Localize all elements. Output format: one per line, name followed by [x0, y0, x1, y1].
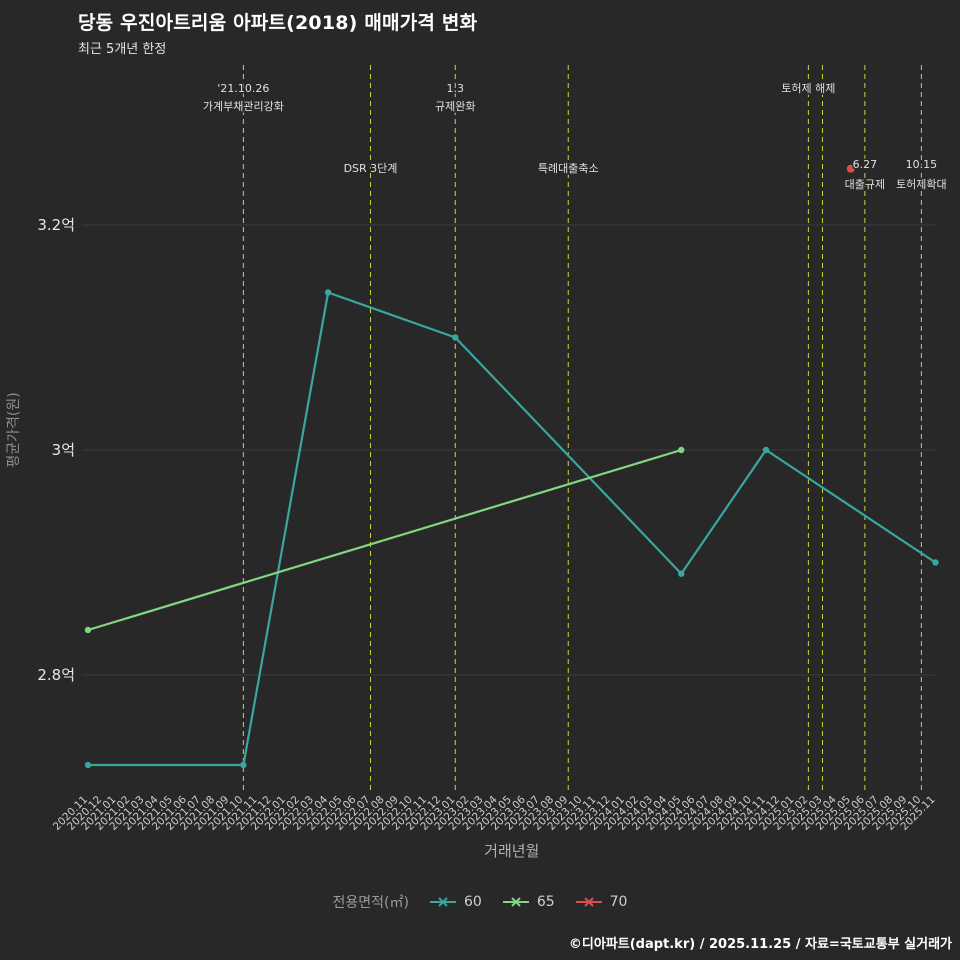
- event-label: 특례대출축소: [538, 162, 599, 175]
- series-65-line: [87, 448, 682, 632]
- event-label: DSR 3단계: [344, 162, 398, 175]
- event-label: 토허제 해제: [781, 81, 835, 95]
- legend-marker-60-icon: [429, 897, 456, 907]
- event-label: 가계부채관리강화: [203, 100, 284, 113]
- legend-marker-70-icon: [575, 897, 602, 907]
- series-65-point[interactable]: [84, 626, 92, 634]
- legend-title: 전용면적(㎡): [332, 895, 409, 911]
- series-60-point[interactable]: [678, 570, 685, 577]
- x-axis-title: 거래년월: [484, 842, 539, 860]
- price-chart-canvas: 3.2억 3억 2.8억 '21.10.26 가계부채관리강화 DSR 3단계 1.3 규제완…: [6, 65, 948, 860]
- series-60-point[interactable]: [324, 289, 332, 296]
- event-label: 대출규제: [845, 178, 885, 191]
- series-70-point[interactable]: [846, 164, 855, 173]
- y-axis-title: 평균가격(원): [6, 392, 22, 467]
- series-65-point[interactable]: [678, 446, 685, 454]
- event-label: '21.10.26: [217, 82, 269, 95]
- source-credit: ©디아파트(dapt.kr) / 2025.11.25 / 자료=국토교통부 실…: [568, 937, 952, 952]
- legend: 전용면적(㎡) 60 65 70: [0, 892, 960, 912]
- event-label: 토허제확대: [896, 178, 947, 191]
- series-60-point[interactable]: [762, 446, 770, 454]
- event-label: 규제완화: [435, 100, 475, 113]
- series-60-point[interactable]: [932, 559, 939, 566]
- legend-label-60: 60: [463, 894, 482, 910]
- y-tick-label: 3.2억: [37, 216, 75, 234]
- event-label: 6.27: [853, 158, 878, 171]
- legend-marker-65-icon: [502, 897, 529, 907]
- legend-item-70[interactable]: 70: [575, 894, 628, 910]
- chart-title: 당동 우진아트리움 아파트(2018) 매매가격 변화: [78, 12, 478, 34]
- series-60-point[interactable]: [240, 761, 247, 769]
- legend-item-60[interactable]: 60: [429, 894, 482, 910]
- series-60-point[interactable]: [452, 334, 459, 341]
- legend-item-65[interactable]: 65: [502, 894, 555, 910]
- event-label: 1.3: [447, 82, 465, 95]
- series-60-point[interactable]: [84, 761, 92, 769]
- y-tick-label: 2.8억: [37, 666, 75, 684]
- event-label: 10.15: [906, 158, 938, 171]
- y-tick-label: 3억: [52, 441, 75, 459]
- legend-label-70: 70: [609, 894, 628, 910]
- chart-subtitle: 최근 5개년 한정: [78, 42, 167, 57]
- legend-label-65: 65: [536, 894, 555, 910]
